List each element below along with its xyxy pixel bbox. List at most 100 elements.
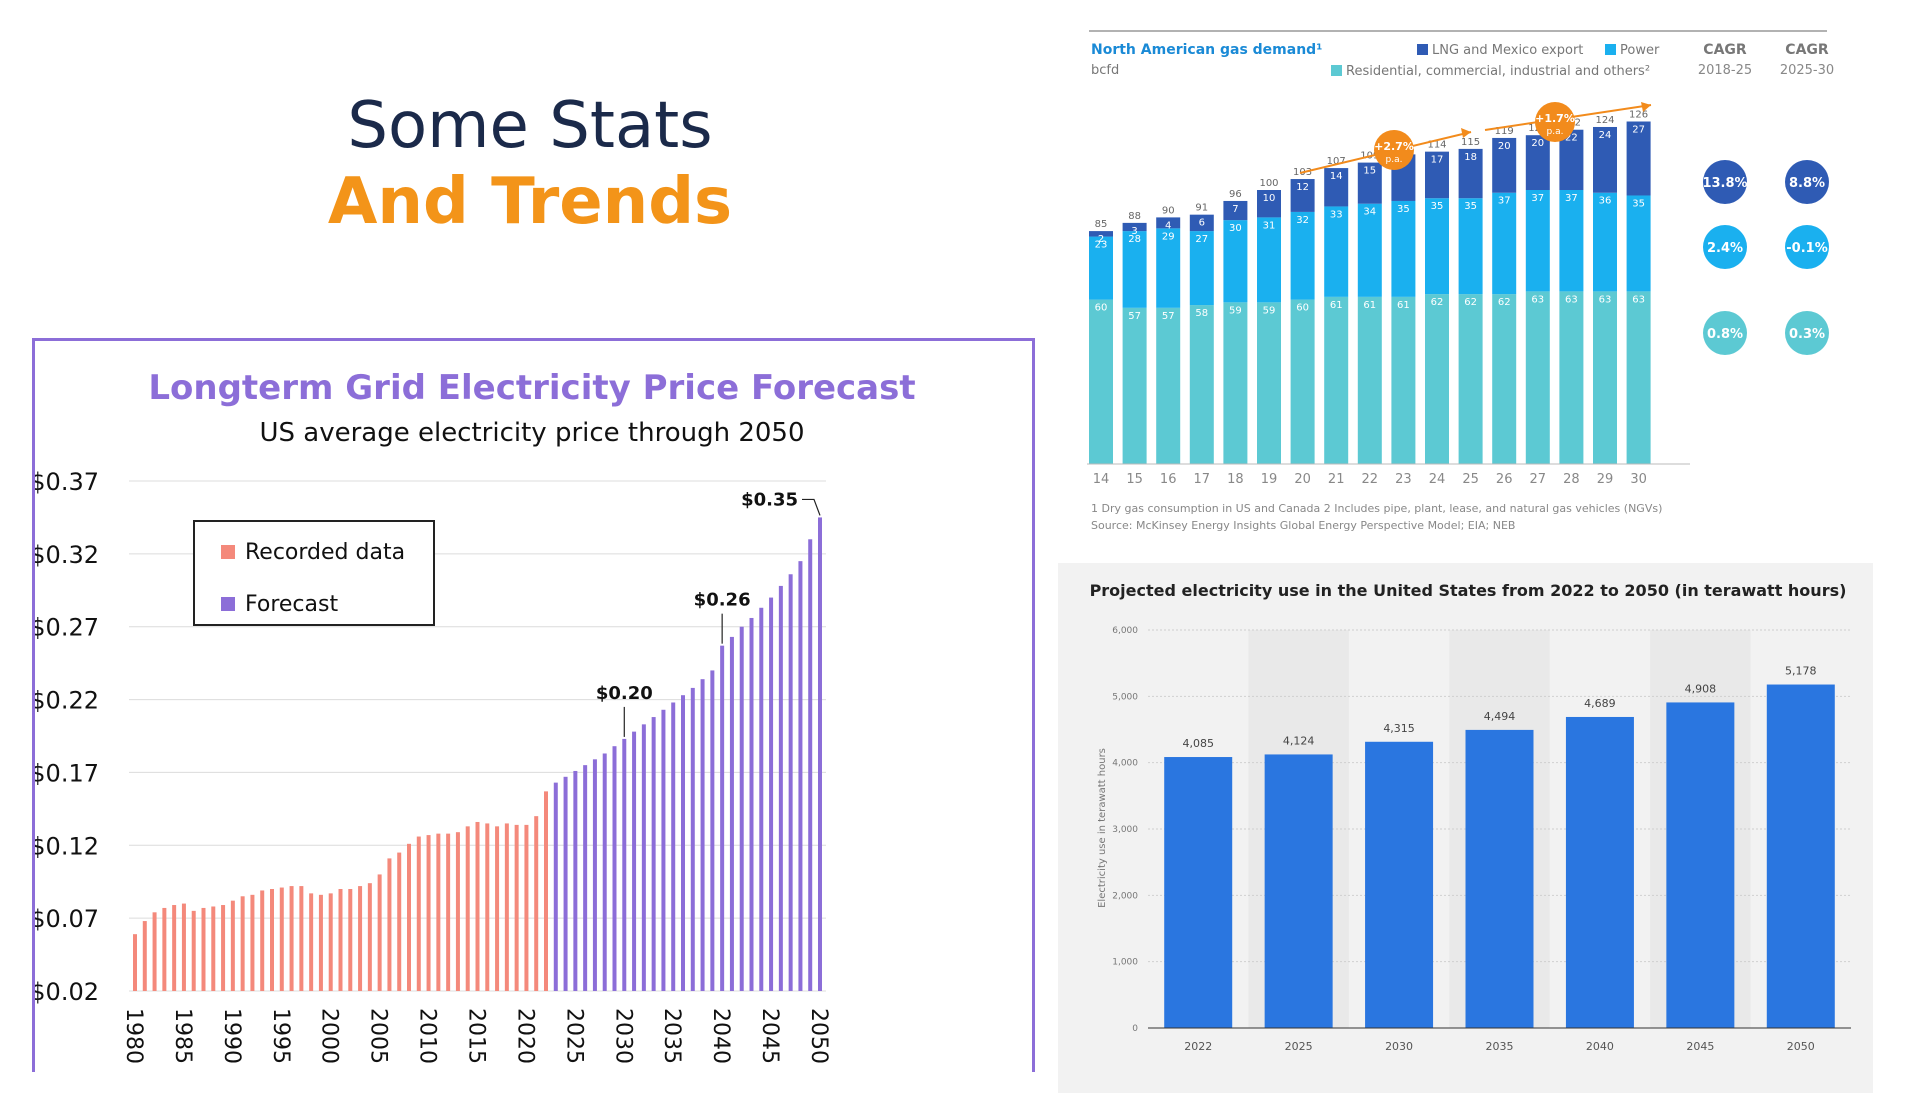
total-label: 107: [1327, 156, 1346, 167]
cagr-lng-2: 8.8%: [1789, 176, 1825, 191]
use-value-label: 4,689: [1584, 697, 1616, 710]
price-x-tick: 2020: [512, 1008, 537, 1064]
gas-x-tick: 15: [1126, 472, 1143, 487]
legend-label-forecast: Forecast: [245, 592, 338, 617]
res-segment: [1089, 299, 1113, 464]
res-segment: [1559, 291, 1584, 464]
power-segment-label: 35: [1464, 201, 1477, 212]
annotation-label: $0.35: [741, 489, 798, 510]
price-y-tick: $0.37: [35, 468, 99, 496]
forecast-bar: [749, 617, 754, 991]
recorded-bar: [211, 906, 216, 991]
use-x-tick: 2040: [1586, 1040, 1614, 1053]
power-segment-label: 33: [1330, 209, 1343, 220]
total-label: 126: [1629, 110, 1648, 121]
res-segment-label: 57: [1162, 311, 1175, 322]
price-annotations: $0.20 $0.26 $0.35: [596, 489, 821, 737]
res-segment: [1290, 299, 1315, 464]
price-x-tick: 1985: [170, 1008, 195, 1064]
use-x-tick: 2022: [1184, 1040, 1212, 1053]
power-segment: [1626, 195, 1651, 292]
forecast-bar: [720, 645, 725, 991]
recorded-bar: [240, 896, 245, 991]
use-value-label: 4,494: [1484, 710, 1516, 723]
cagr-res-2: 0.3%: [1789, 327, 1825, 342]
recorded-bar: [299, 886, 304, 991]
lng-segment: [1357, 162, 1382, 204]
gas-x-tick: 19: [1261, 472, 1278, 487]
forecast-bar: [622, 738, 627, 991]
use-chart-title: Projected electricity use in the United …: [1090, 581, 1847, 600]
price-x-tick: 1990: [219, 1008, 244, 1064]
use-value-label: 4,085: [1182, 737, 1214, 750]
recorded-bar: [465, 826, 470, 991]
recorded-bar: [358, 886, 363, 991]
annotation-leader: [802, 498, 821, 516]
res-segment-label: 63: [1632, 294, 1645, 305]
res-segment-label: 62: [1431, 297, 1444, 308]
res-segment-label: 61: [1397, 300, 1410, 311]
recorded-bar: [338, 889, 343, 991]
forecast-bar: [602, 753, 607, 991]
cagr-header-2-line1: CAGR: [1785, 42, 1829, 58]
forecast-bar: [769, 597, 774, 991]
recorded-bar: [387, 858, 392, 991]
lng-segment: [1223, 200, 1248, 221]
growth-arrowhead-2: [1641, 102, 1651, 112]
growth-badge-1: [1374, 130, 1414, 170]
use-value-label: 4,908: [1685, 682, 1717, 695]
forecast-bar: [681, 695, 685, 991]
cagr-circle-res-2: [1785, 311, 1829, 355]
recorded-bar: [416, 836, 421, 991]
forecast-bar: [563, 776, 568, 991]
power-segment: [1357, 203, 1382, 297]
growth-badge-1-unit: p.a.: [1386, 155, 1403, 165]
slide-title: Some Stats And Trends: [260, 88, 800, 240]
recorded-bar: [309, 893, 314, 991]
price-y-tick: $0.27: [35, 614, 99, 642]
lng-segment-label: 24: [1599, 130, 1612, 141]
price-chart-title: Longterm Grid Electricity Price Forecast: [148, 368, 915, 408]
total-label: 85: [1095, 219, 1108, 230]
power-segment-label: 27: [1195, 234, 1208, 245]
power-segment-label: 34: [1363, 207, 1376, 218]
use-x-tick: 2045: [1686, 1040, 1714, 1053]
recorded-bar: [534, 816, 539, 991]
legend-label-recorded: Recorded data: [245, 540, 405, 565]
cagr-circle-lng-2: [1785, 160, 1829, 204]
price-x-ticks: 1980 1985 1990 1995 2000 2005 2010 2015 2020 2025…: [121, 1008, 831, 1064]
lng-segment: [1458, 148, 1483, 199]
total-label: 115: [1461, 137, 1480, 148]
res-segment-label: 59: [1229, 305, 1242, 316]
lng-segment-label: 10: [1263, 193, 1276, 204]
price-y-tick: $0.17: [35, 759, 99, 787]
res-segment-label: 60: [1095, 303, 1108, 314]
use-value-label: 4,315: [1383, 722, 1415, 735]
legend-swatch-recorded: [221, 545, 235, 559]
legend-label-power: Power: [1620, 43, 1660, 58]
price-y-tick: $0.32: [35, 541, 99, 569]
forecast-bar: [700, 679, 705, 991]
res-segment: [1357, 296, 1382, 464]
power-segment: [1189, 231, 1214, 306]
use-bar: [1666, 702, 1735, 1028]
recorded-bar: [397, 852, 402, 991]
lng-segment-label: 17: [1431, 155, 1444, 166]
total-label: 90: [1162, 205, 1175, 216]
use-value-label: 5,178: [1785, 665, 1817, 678]
res-segment: [1189, 305, 1214, 464]
forecast-bar: [641, 724, 646, 991]
total-label: 100: [1259, 178, 1278, 189]
use-x-tick: 2025: [1285, 1040, 1313, 1053]
use-bar: [1565, 716, 1634, 1028]
gas-x-tick: 21: [1328, 472, 1345, 487]
total-label: 88: [1128, 211, 1141, 222]
gas-x-tick: 23: [1395, 472, 1412, 487]
gas-x-tick: 14: [1093, 472, 1110, 487]
lng-segment: [1425, 151, 1449, 199]
use-bar: [1164, 757, 1233, 1028]
recorded-bar: [250, 894, 255, 991]
res-segment: [1324, 296, 1349, 464]
gas-x-tick: 24: [1429, 472, 1446, 487]
price-y-tick: $0.22: [35, 687, 99, 715]
